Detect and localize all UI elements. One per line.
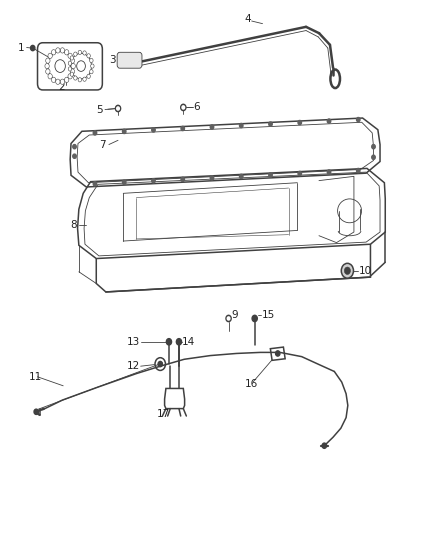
Circle shape bbox=[182, 106, 185, 109]
Circle shape bbox=[73, 154, 76, 158]
Circle shape bbox=[93, 131, 97, 135]
Circle shape bbox=[68, 74, 72, 79]
Circle shape bbox=[78, 50, 81, 54]
Circle shape bbox=[240, 174, 243, 179]
Circle shape bbox=[34, 409, 39, 415]
Circle shape bbox=[46, 58, 50, 63]
Circle shape bbox=[83, 77, 86, 82]
Circle shape bbox=[48, 53, 52, 59]
Circle shape bbox=[60, 79, 64, 84]
Text: 2: 2 bbox=[58, 82, 65, 92]
Circle shape bbox=[181, 177, 184, 182]
Text: 3: 3 bbox=[110, 55, 116, 64]
Circle shape bbox=[372, 155, 375, 159]
Circle shape bbox=[344, 267, 350, 274]
Circle shape bbox=[123, 130, 126, 134]
Circle shape bbox=[117, 107, 119, 110]
Circle shape bbox=[51, 50, 56, 55]
Text: 1: 1 bbox=[18, 43, 25, 53]
Circle shape bbox=[64, 77, 69, 83]
Circle shape bbox=[158, 361, 162, 367]
Circle shape bbox=[73, 144, 76, 149]
Circle shape bbox=[298, 171, 301, 175]
Text: 13: 13 bbox=[127, 337, 140, 347]
Circle shape bbox=[93, 182, 97, 186]
Circle shape bbox=[90, 70, 93, 74]
Circle shape bbox=[87, 54, 90, 58]
Circle shape bbox=[210, 176, 214, 180]
Circle shape bbox=[83, 51, 86, 55]
Circle shape bbox=[70, 58, 74, 63]
Circle shape bbox=[70, 56, 74, 60]
Text: 10: 10 bbox=[359, 266, 372, 276]
Circle shape bbox=[227, 317, 230, 320]
Circle shape bbox=[269, 173, 272, 177]
Circle shape bbox=[372, 144, 375, 149]
Circle shape bbox=[116, 106, 120, 112]
Circle shape bbox=[64, 50, 69, 55]
Circle shape bbox=[70, 72, 74, 76]
Circle shape bbox=[357, 117, 360, 122]
Circle shape bbox=[74, 52, 77, 56]
Text: 12: 12 bbox=[127, 361, 140, 371]
Circle shape bbox=[68, 61, 72, 66]
Circle shape bbox=[181, 126, 184, 131]
Circle shape bbox=[341, 263, 353, 278]
Text: 4: 4 bbox=[244, 14, 251, 25]
Text: 16: 16 bbox=[245, 379, 258, 389]
Circle shape bbox=[152, 128, 155, 132]
Text: 6: 6 bbox=[193, 102, 200, 112]
Circle shape bbox=[322, 443, 326, 448]
Text: 14: 14 bbox=[182, 337, 195, 347]
Circle shape bbox=[74, 76, 77, 80]
Circle shape bbox=[210, 125, 214, 129]
Circle shape bbox=[252, 316, 257, 321]
Text: 5: 5 bbox=[96, 104, 103, 115]
Circle shape bbox=[177, 338, 182, 345]
Text: 8: 8 bbox=[70, 220, 77, 230]
Circle shape bbox=[276, 351, 280, 356]
Circle shape bbox=[31, 45, 35, 51]
Circle shape bbox=[60, 48, 64, 53]
Circle shape bbox=[166, 338, 172, 345]
Circle shape bbox=[56, 48, 60, 53]
Circle shape bbox=[70, 69, 74, 74]
Circle shape bbox=[152, 179, 155, 183]
Circle shape bbox=[56, 79, 60, 84]
Circle shape bbox=[123, 180, 126, 184]
Circle shape bbox=[90, 58, 93, 62]
Text: 7: 7 bbox=[99, 140, 106, 150]
Circle shape bbox=[181, 104, 186, 111]
Circle shape bbox=[45, 63, 49, 69]
Circle shape bbox=[71, 63, 75, 69]
Circle shape bbox=[68, 53, 72, 59]
Text: 17: 17 bbox=[157, 409, 170, 419]
Circle shape bbox=[87, 74, 90, 78]
Circle shape bbox=[240, 124, 243, 127]
Text: 9: 9 bbox=[231, 310, 238, 320]
Circle shape bbox=[327, 119, 331, 123]
Circle shape bbox=[226, 316, 231, 321]
Circle shape bbox=[78, 78, 81, 82]
Text: 11: 11 bbox=[28, 372, 42, 382]
Text: 15: 15 bbox=[261, 310, 275, 320]
FancyBboxPatch shape bbox=[117, 52, 142, 68]
Circle shape bbox=[48, 74, 52, 79]
Circle shape bbox=[298, 120, 301, 125]
Circle shape bbox=[46, 69, 50, 74]
Circle shape bbox=[327, 170, 331, 174]
Circle shape bbox=[51, 77, 56, 83]
Circle shape bbox=[68, 67, 72, 71]
Circle shape bbox=[91, 64, 94, 68]
Circle shape bbox=[357, 168, 360, 173]
Circle shape bbox=[269, 122, 272, 126]
